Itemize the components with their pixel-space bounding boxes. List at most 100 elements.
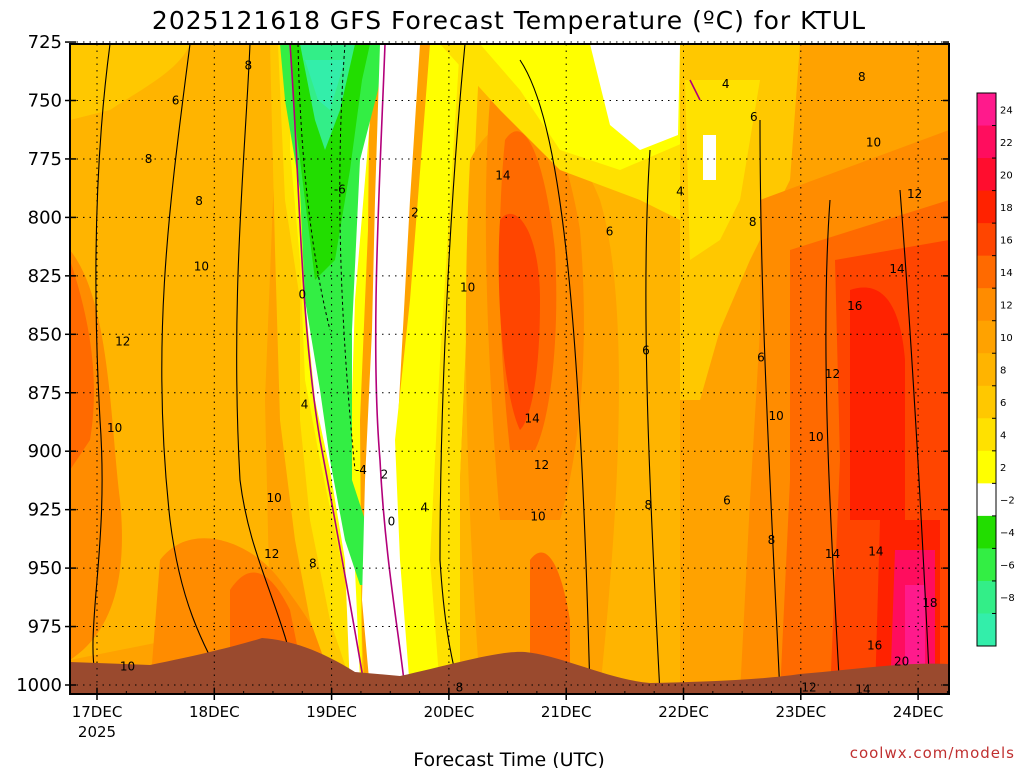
colorbar-label: 22 bbox=[1000, 138, 1013, 149]
y-tick-label: 800 bbox=[28, 207, 62, 228]
contour-label: 10 bbox=[769, 409, 784, 423]
colorbar-swatch bbox=[977, 190, 996, 224]
colorbar-label: 6 bbox=[1000, 398, 1006, 409]
credit-text: coolwx.com/models bbox=[850, 744, 1015, 762]
contour-label: 12 bbox=[115, 334, 130, 348]
contour-label: 8 bbox=[309, 556, 317, 570]
contour-label: 2 bbox=[411, 206, 419, 220]
colorbar-label: 4 bbox=[1000, 431, 1006, 442]
x-tick-label: 23DEC bbox=[776, 703, 827, 721]
contour-label: 0 bbox=[298, 288, 306, 302]
colorbar-label: 18 bbox=[1000, 203, 1013, 214]
colorbar-label: 14 bbox=[1000, 268, 1013, 279]
colorbar-swatch bbox=[977, 353, 996, 387]
contour-label: 8 bbox=[456, 680, 464, 694]
x-tick-label: 18DEC bbox=[189, 703, 240, 721]
colorbar-swatch bbox=[977, 288, 996, 322]
contour-label: 8 bbox=[749, 215, 757, 229]
contour-label: 10 bbox=[194, 259, 209, 273]
x-tick-label: 21DEC bbox=[541, 703, 592, 721]
contour-label: -6 bbox=[334, 182, 346, 196]
contour-label: 12 bbox=[534, 458, 549, 472]
contour-label: 6 bbox=[606, 224, 614, 238]
contour-label: -4 bbox=[355, 463, 367, 477]
x-tick-sublabel: 2025 bbox=[78, 723, 116, 741]
contour-label: 16 bbox=[867, 638, 882, 652]
contour-label: 10 bbox=[530, 510, 545, 524]
contour-label: 10 bbox=[120, 659, 135, 673]
colorbar-swatch bbox=[977, 125, 996, 159]
colorbar-swatch bbox=[977, 450, 996, 484]
x-tick-label: 24DEC bbox=[893, 703, 944, 721]
colorbar-swatch bbox=[977, 385, 996, 419]
y-tick-label: 725 bbox=[28, 32, 62, 53]
colorbar-label: −4 bbox=[1000, 528, 1015, 539]
colorbar-swatch bbox=[977, 613, 996, 647]
contour-label: 4 bbox=[722, 77, 730, 91]
colorbar-label: 2 bbox=[1000, 463, 1006, 474]
contour-label: 8 bbox=[195, 194, 203, 208]
x-tick-label: 17DEC bbox=[72, 703, 123, 721]
colorbar-label: 16 bbox=[1000, 235, 1013, 246]
contour-label: 14 bbox=[825, 547, 840, 561]
contour-label: 14 bbox=[868, 545, 883, 559]
colorbar-label: −2 bbox=[1000, 496, 1015, 507]
y-tick-label: 900 bbox=[28, 441, 62, 462]
x-tick-label: 19DEC bbox=[306, 703, 357, 721]
contour-label: 8 bbox=[644, 498, 652, 512]
x-axis: 17DEC 2025 18DEC 19DEC 20DEC 21DEC 22DEC 23DEC 2… bbox=[72, 688, 948, 741]
contour-label: 10 bbox=[808, 430, 823, 444]
contour-label: 6 bbox=[750, 110, 758, 124]
contour-label: 4 bbox=[676, 185, 684, 199]
x-tick-label: 20DEC bbox=[424, 703, 475, 721]
contour-label: 14 bbox=[495, 168, 510, 182]
contour-label: 0 bbox=[388, 514, 396, 528]
grid bbox=[70, 41, 949, 694]
y-tick-label: 975 bbox=[28, 617, 62, 638]
y-tick-label: 875 bbox=[28, 383, 62, 404]
y-tick-label: 750 bbox=[28, 91, 62, 112]
x-tick-label: 22DEC bbox=[658, 703, 709, 721]
colorbar-swatch bbox=[977, 93, 996, 127]
contour-label: 6 bbox=[642, 344, 650, 358]
colorbar-swatch bbox=[977, 158, 996, 192]
y-tick-label: 1000 bbox=[16, 675, 62, 696]
contour-label: 20 bbox=[894, 655, 909, 669]
colorbar-swatch bbox=[977, 255, 996, 289]
contour-label: 8 bbox=[244, 58, 252, 72]
contour-label: 6 bbox=[172, 94, 180, 108]
plot-frame bbox=[69, 43, 950, 695]
contour-label: 12 bbox=[264, 547, 279, 561]
y-tick-label: 825 bbox=[28, 266, 62, 287]
contour-label: 8 bbox=[145, 152, 153, 166]
y-tick-label: 925 bbox=[28, 500, 62, 521]
colorbar-swatch bbox=[977, 580, 996, 614]
contour-label: 12 bbox=[825, 367, 840, 381]
colorbar-frame bbox=[976, 92, 997, 647]
colorbar-swatch bbox=[977, 223, 996, 257]
colorbar-swatch bbox=[977, 515, 996, 549]
colorbar-swatch bbox=[977, 320, 996, 354]
contour-label: 6 bbox=[757, 351, 765, 365]
contour-label: 10 bbox=[266, 491, 281, 505]
contour-label: 6 bbox=[723, 493, 731, 507]
chart-title: 2025121618 GFS Forecast Temperature (ºC)… bbox=[152, 6, 866, 35]
colorbar-swatch bbox=[977, 483, 996, 517]
x-axis-title: Forecast Time (UTC) bbox=[413, 749, 604, 768]
colorbar-label: 12 bbox=[1000, 300, 1013, 311]
y-tick-label: 775 bbox=[28, 149, 62, 170]
contour-label: 16 bbox=[847, 299, 862, 313]
colorbar: 24 22 20 18 16 14 12 10 8 6 4 2 −2 −4 −6 −8 bbox=[976, 92, 1015, 647]
contour-label: 8 bbox=[768, 533, 776, 547]
colorbar-swatch bbox=[977, 418, 996, 452]
contour-label: 4 bbox=[301, 397, 309, 411]
colorbar-swatch bbox=[977, 548, 996, 582]
contour-label: 18 bbox=[922, 596, 937, 610]
colorbar-label: 10 bbox=[1000, 333, 1013, 344]
y-tick-label: 850 bbox=[28, 324, 62, 345]
contour-label: 14 bbox=[525, 411, 540, 425]
contour-label: 14 bbox=[889, 262, 904, 276]
